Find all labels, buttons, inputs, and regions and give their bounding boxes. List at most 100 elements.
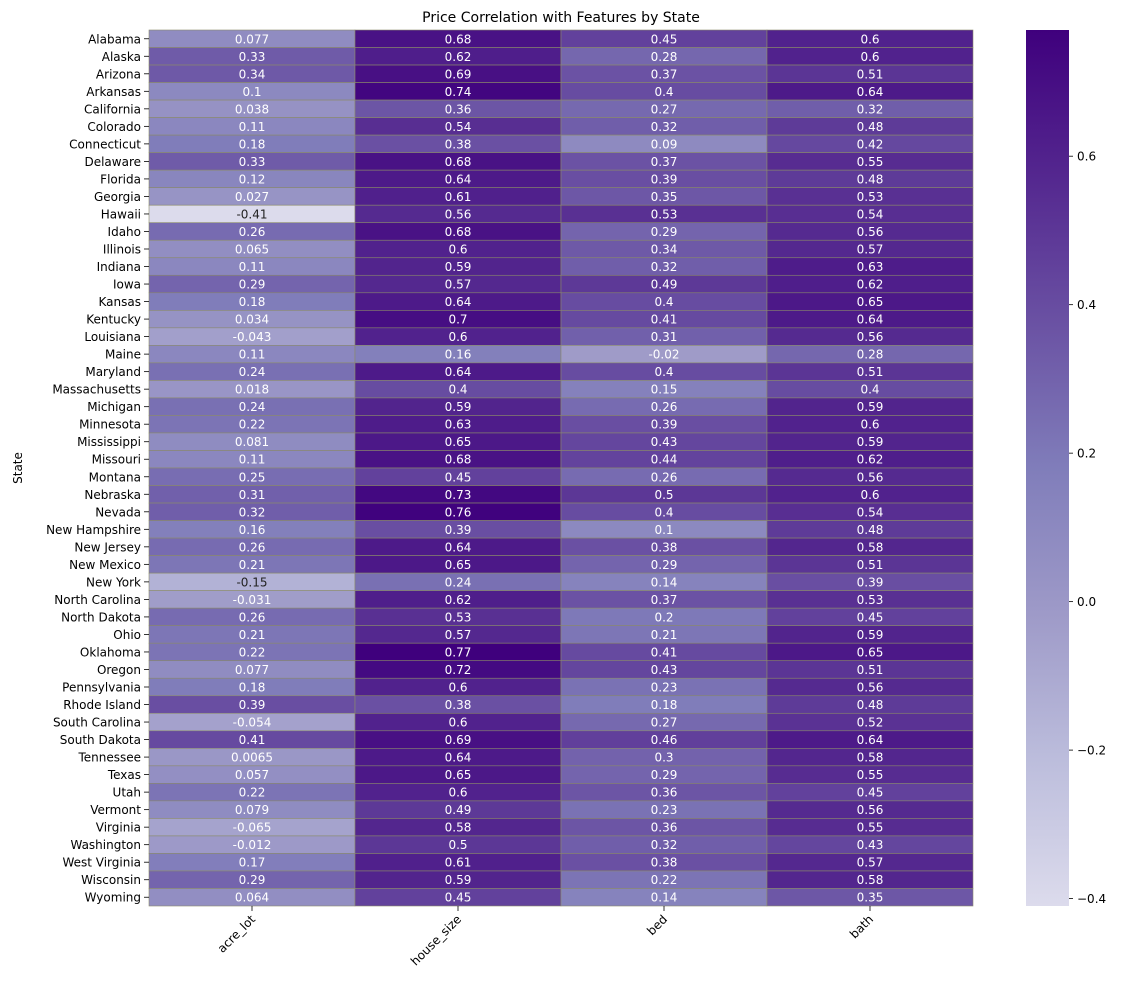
y-tick-label: Nevada xyxy=(95,505,141,519)
cell-value-label: 0.18 xyxy=(239,137,266,151)
cell-value-label: 0.26 xyxy=(651,400,678,414)
y-tick-label: New York xyxy=(86,575,141,589)
cell-value-label: 0.64 xyxy=(445,365,472,379)
cell-value-label: 0.6 xyxy=(448,330,467,344)
cell-value-label: 0.23 xyxy=(651,803,678,817)
cell-value-label: 0.079 xyxy=(235,803,269,817)
cell-value-label: 0.32 xyxy=(239,505,266,519)
cell-value-label: 0.65 xyxy=(857,645,884,659)
cell-value-label: 0.22 xyxy=(651,873,678,887)
cell-value-label: 0.4 xyxy=(654,295,673,309)
y-tick-label: Alabama xyxy=(88,32,141,46)
colorbar-tick-label: −0.4 xyxy=(1077,892,1106,906)
cell-value-label: 0.45 xyxy=(857,610,884,624)
cell-value-label: 0.6 xyxy=(860,50,879,64)
cell-value-label: 0.56 xyxy=(857,330,884,344)
colorbar-tick-label: 0.4 xyxy=(1077,298,1096,312)
cell-value-label: 0.43 xyxy=(857,838,884,852)
cell-value-label: 0.59 xyxy=(857,400,884,414)
y-tick-label: Oklahoma xyxy=(80,645,141,659)
cell-value-label: 0.43 xyxy=(651,663,678,677)
y-tick-label: Wyoming xyxy=(85,891,141,905)
cell-value-label: 0.034 xyxy=(235,313,269,327)
cell-value-label: 0.038 xyxy=(235,102,269,116)
cell-value-label: 0.6 xyxy=(448,243,467,257)
cell-value-label: 0.77 xyxy=(445,645,472,659)
cell-value-label: 0.41 xyxy=(239,733,266,747)
cell-value-label: -0.41 xyxy=(236,207,267,221)
y-axis-label: State xyxy=(11,452,25,484)
cell-value-label: 0.54 xyxy=(445,120,472,134)
cell-value-label: 0.26 xyxy=(651,470,678,484)
cell-value-label: 0.26 xyxy=(239,610,266,624)
cell-value-label: 0.65 xyxy=(445,558,472,572)
cell-value-label: 0.35 xyxy=(651,190,678,204)
x-tick-label: house_size xyxy=(408,912,464,968)
cell-value-label: 0.14 xyxy=(651,891,678,905)
cell-value-label: 0.12 xyxy=(239,172,266,186)
cell-value-label: 0.17 xyxy=(239,856,266,870)
cell-value-label: 0.62 xyxy=(857,453,884,467)
y-tick-label: Tennessee xyxy=(77,751,141,765)
cell-value-label: 0.33 xyxy=(239,155,266,169)
y-tick-label: Missouri xyxy=(92,453,141,467)
cell-value-label: 0.58 xyxy=(857,751,884,765)
y-tick-label: Connecticut xyxy=(69,137,141,151)
cell-value-label: 0.65 xyxy=(445,768,472,782)
cell-value-label: 0.24 xyxy=(239,400,266,414)
cell-value-label: 0.4 xyxy=(654,365,673,379)
y-tick-label: Massachusetts xyxy=(52,383,141,397)
colorbar-tick-label: 0.2 xyxy=(1077,447,1096,461)
cell-value-label: 0.18 xyxy=(239,295,266,309)
cell-value-label: 0.26 xyxy=(239,540,266,554)
cell-value-label: 0.48 xyxy=(857,698,884,712)
cell-value-label: 0.28 xyxy=(651,50,678,64)
y-tick-label: Kansas xyxy=(99,295,141,309)
cell-value-label: 0.56 xyxy=(445,207,472,221)
cell-value-label: -0.054 xyxy=(233,716,272,730)
cell-value-label: 0.18 xyxy=(651,698,678,712)
cell-value-label: 0.29 xyxy=(651,558,678,572)
y-tick-label: Rhode Island xyxy=(63,698,141,712)
y-tick-label: South Dakota xyxy=(60,733,141,747)
cell-value-label: 0.31 xyxy=(651,330,678,344)
cell-value-label: 0.52 xyxy=(857,716,884,730)
cell-value-label: 0.09 xyxy=(651,137,678,151)
cell-value-label: 0.057 xyxy=(235,768,269,782)
cell-value-label: 0.64 xyxy=(445,295,472,309)
cell-value-label: 0.38 xyxy=(651,540,678,554)
cell-value-label: 0.27 xyxy=(651,716,678,730)
y-tick-label: Washington xyxy=(70,838,141,852)
colorbar-tick-label: 0.6 xyxy=(1077,150,1096,164)
cell-value-label: 0.37 xyxy=(651,67,678,81)
cell-value-label: 0.64 xyxy=(445,751,472,765)
cell-value-label: 0.22 xyxy=(239,418,266,432)
cell-value-label: 0.64 xyxy=(857,733,884,747)
y-tick-label: Wisconsin xyxy=(81,873,141,887)
y-tick-label: Virginia xyxy=(96,821,141,835)
cell-value-label: 0.38 xyxy=(651,856,678,870)
cell-value-label: 0.16 xyxy=(239,523,266,537)
cell-value-label: 0.45 xyxy=(857,786,884,800)
cell-value-label: 0.29 xyxy=(239,278,266,292)
cell-value-label: 0.68 xyxy=(445,155,472,169)
cell-value-label: 0.18 xyxy=(239,681,266,695)
cell-value-label: 0.57 xyxy=(445,628,472,642)
cell-value-label: 0.027 xyxy=(235,190,269,204)
cell-value-label: 0.74 xyxy=(445,85,472,99)
colorbar-tick-label: 0.0 xyxy=(1077,595,1096,609)
cell-value-label: 0.62 xyxy=(857,278,884,292)
cell-value-label: 0.59 xyxy=(857,435,884,449)
cell-value-label: 0.42 xyxy=(857,137,884,151)
cell-value-label: 0.37 xyxy=(651,593,678,607)
cell-value-label: 0.64 xyxy=(445,172,472,186)
x-tick-label: acre_lot xyxy=(215,912,259,956)
cell-value-label: 0.21 xyxy=(239,558,266,572)
cell-value-label: 0.53 xyxy=(857,593,884,607)
cell-value-label: 0.29 xyxy=(651,225,678,239)
cell-value-label: 0.11 xyxy=(239,120,266,134)
cell-value-label: 0.41 xyxy=(651,313,678,327)
cell-value-label: 0.32 xyxy=(651,838,678,852)
cell-value-label: 0.14 xyxy=(651,575,678,589)
cell-value-label: 0.27 xyxy=(651,102,678,116)
